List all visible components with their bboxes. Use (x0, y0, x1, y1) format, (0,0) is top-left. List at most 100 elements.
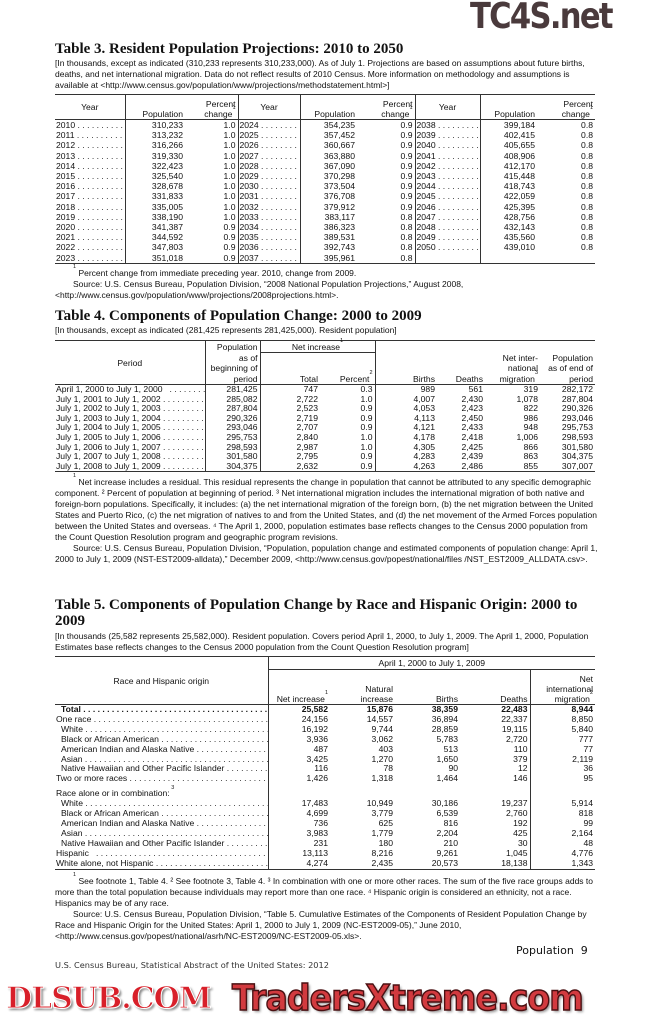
value-cell: 736 (313, 819, 328, 829)
value-cell: 2,795 (296, 452, 318, 462)
value-cell: 30,186 (431, 799, 458, 809)
period-cell: July 1, 2008 to July 1, 2009 (55, 461, 206, 472)
table-row: July 1, 2004 to July 1, 2005293,046 2,707… (55, 423, 595, 433)
year-cell: 2024 (238, 119, 301, 131)
year-cell: 2015 (55, 171, 126, 182)
col-net-increase: Net increase (291, 342, 341, 352)
race-label: American Indian and Alaska Native (55, 744, 269, 755)
year-cell: 2038 (415, 119, 481, 131)
percent-cell (537, 253, 595, 264)
table4-source: Source: U.S. Census Bureau, Population D… (55, 543, 598, 564)
year-cell: 2034 (238, 222, 301, 233)
year-cell: 2045 (415, 191, 481, 202)
percent-cell: 1.0 (185, 211, 239, 223)
value-cell: 2,720 (460, 734, 531, 745)
value-cell: 2,760 (460, 809, 531, 820)
table-row: July 1, 2008 to July 1, 2009304,375 2,632… (55, 461, 595, 472)
race-label: Total (55, 704, 269, 715)
value-cell: 0.9 (320, 413, 376, 424)
population-cell (480, 253, 537, 264)
value-cell: 282,172 (561, 384, 593, 394)
value-cell: 4,053 (413, 404, 435, 414)
value-cell: 948 (523, 423, 538, 433)
population-cell: 357,452 (323, 130, 355, 141)
value-cell: 77 (583, 744, 594, 754)
value-cell: 78 (383, 764, 393, 774)
year-cell: 2031 (238, 191, 301, 202)
population-cell: 399,184 (503, 120, 535, 130)
year-cell: 2016 (55, 181, 126, 192)
population-cell: 425,395 (503, 201, 535, 212)
percent-cell: 0.8 (581, 222, 593, 233)
value-cell: 425 (460, 828, 531, 839)
value-cell: 818 (578, 809, 594, 819)
population-cell: 435,560 (503, 232, 535, 243)
value-cell: 3,062 (371, 734, 393, 744)
period-cell: July 1, 2006 to July 1, 2007 (55, 442, 206, 453)
value-cell: 2,430 (461, 394, 483, 404)
year-cell: 2043 (415, 171, 481, 182)
value-cell: 298,593 (205, 442, 261, 453)
value-cell: 2,433 (461, 423, 483, 433)
percent-cell: 0.9 (185, 232, 239, 243)
value-cell: 863 (523, 452, 538, 462)
value-cell: 22,483 (460, 704, 531, 715)
year-cell: 2026 (238, 140, 301, 151)
value-cell: 99 (583, 819, 594, 829)
percent-cell: 0.8 (581, 150, 593, 161)
percent-cell: 0.8 (581, 201, 593, 212)
year-cell: 2040 (415, 140, 481, 151)
value-cell: 14,557 (366, 714, 393, 724)
table-row: July 1, 2005 to July 1, 2006295,753 2,840… (55, 432, 595, 443)
col-pop-end: Population as of end of period (540, 340, 595, 385)
value-cell: 180 (378, 838, 393, 848)
race-label: Asian (55, 828, 269, 839)
population-cell: 418,743 (503, 181, 535, 192)
table4-notes: 1 Net increase includes a residual. This… (55, 473, 600, 565)
dlsub-watermark: DLSUB.COM (6, 981, 213, 1017)
value-cell (268, 784, 330, 799)
year-cell: 2027 (238, 150, 301, 161)
percent-cell: 0.8 (357, 232, 416, 243)
value-cell: 2,439 (461, 452, 483, 462)
value-cell: 192 (460, 819, 531, 829)
population-cell: 379,912 (323, 201, 355, 212)
value-cell: 17,483 (301, 799, 328, 809)
value-cell: 9,261 (436, 848, 458, 858)
value-cell: 13,113 (302, 848, 328, 858)
table-row: White alone, not Hispanic 4,274 2,435 20,57… (55, 858, 595, 870)
percent-cell: 0.9 (357, 160, 416, 172)
col-total: Total (260, 352, 320, 385)
value-cell: 116 (314, 764, 328, 774)
population-cell: 395,961 (323, 252, 355, 263)
col-year: Year (238, 94, 301, 120)
population-cell: 412,170 (503, 160, 535, 171)
percent-cell: 0.9 (185, 242, 239, 253)
year-cell: 2044 (415, 181, 481, 192)
year-cell: 2046 (415, 201, 481, 212)
col-net-migration: Net inter- national migration (499, 352, 538, 384)
table-row: American Indian and Alaska Native 736 625 8… (55, 819, 595, 829)
table-row: Native Hawaiian and Other Pacific Island… (55, 838, 595, 849)
population-cell: 363,880 (323, 150, 355, 161)
value-cell: 307,007 (561, 461, 593, 471)
year-cell: 2049 (415, 232, 481, 243)
value-cell: 95 (583, 774, 594, 784)
value-cell: 0.9 (320, 404, 376, 414)
value-cell: 1,045 (460, 848, 531, 859)
value-cell: 2,987 (296, 442, 318, 452)
value-cell: 295,753 (205, 432, 261, 443)
table-row: 2019338,1901.02033383,1170.82047428,7560… (55, 211, 595, 223)
year-cell: 2029 (238, 171, 301, 182)
population-cell: 335,005 (151, 201, 183, 212)
year-cell: 2036 (238, 242, 301, 253)
value-cell: 866 (523, 442, 538, 452)
page-number: 9 (580, 944, 588, 957)
percent-cell: 0.8 (581, 171, 593, 182)
percent-cell: 1.0 (185, 171, 239, 182)
value-cell: 1,426 (306, 774, 328, 784)
